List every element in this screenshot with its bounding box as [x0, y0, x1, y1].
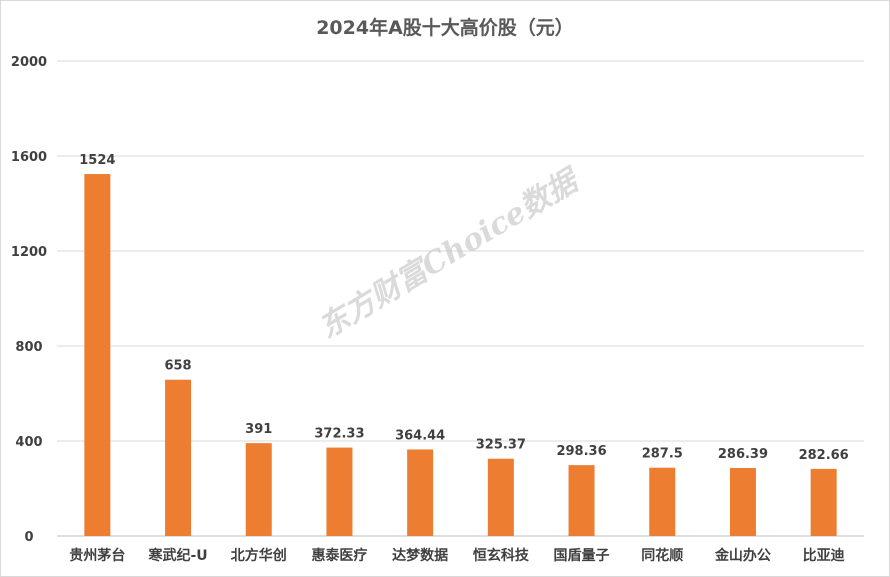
category-label: 恒玄科技: [473, 547, 530, 564]
y-tick-label: 1200: [11, 245, 47, 260]
chart-title: 2024年A股十大高价股（元）: [316, 16, 574, 39]
bar: [165, 379, 192, 536]
y-tick-label: 2000: [11, 55, 47, 70]
category-label: 金山办公: [714, 547, 771, 564]
data-label: 325.37: [476, 438, 526, 453]
data-label: 364.44: [395, 428, 445, 443]
bars: [84, 174, 837, 537]
data-labels: 1524 658 391 372.33 364.44 325.37 298.36 287.5 2…: [79, 153, 848, 463]
bar: [487, 458, 514, 536]
y-tick-label: 0: [24, 530, 33, 545]
y-tick-label: 1600: [11, 150, 47, 165]
bar: [407, 449, 434, 536]
gridlines: [57, 60, 864, 537]
category-label: 贵州茅台: [69, 547, 125, 564]
category-label: 北方华创: [231, 547, 287, 564]
bar: [810, 468, 837, 536]
category-label: 达梦数据: [392, 547, 448, 564]
data-label: 1524: [79, 153, 115, 168]
y-axis-ticks: 0 400 800 1200 1600 2000: [11, 55, 47, 545]
data-label: 287.5: [642, 447, 683, 462]
bar: [568, 465, 595, 536]
bar: [245, 443, 272, 536]
data-label: 286.39: [718, 447, 768, 462]
y-tick-label: 800: [15, 340, 42, 355]
watermark: 东方财富Choice数据: [313, 161, 588, 345]
data-label: 298.36: [556, 444, 606, 459]
category-label: 惠泰医疗: [311, 547, 367, 564]
category-label: 比亚迪: [803, 547, 845, 564]
category-label: 国盾量子: [554, 547, 610, 564]
bar: [84, 174, 111, 537]
y-tick-label: 400: [15, 435, 42, 450]
data-label: 282.66: [799, 448, 849, 463]
data-label: 372.33: [314, 427, 364, 442]
data-label: 391: [245, 422, 272, 437]
category-label: 同花顺: [641, 547, 683, 564]
bar: [729, 467, 756, 536]
data-label: 658: [164, 359, 191, 374]
category-labels: 贵州茅台 寒武纪-U 北方华创 惠泰医疗 达梦数据 恒玄科技 国盾量子 同花顺 金山办公 比亚迪: [69, 547, 844, 564]
bar: [326, 447, 353, 536]
category-label: 寒武纪-U: [148, 547, 207, 564]
bar: [649, 467, 676, 536]
